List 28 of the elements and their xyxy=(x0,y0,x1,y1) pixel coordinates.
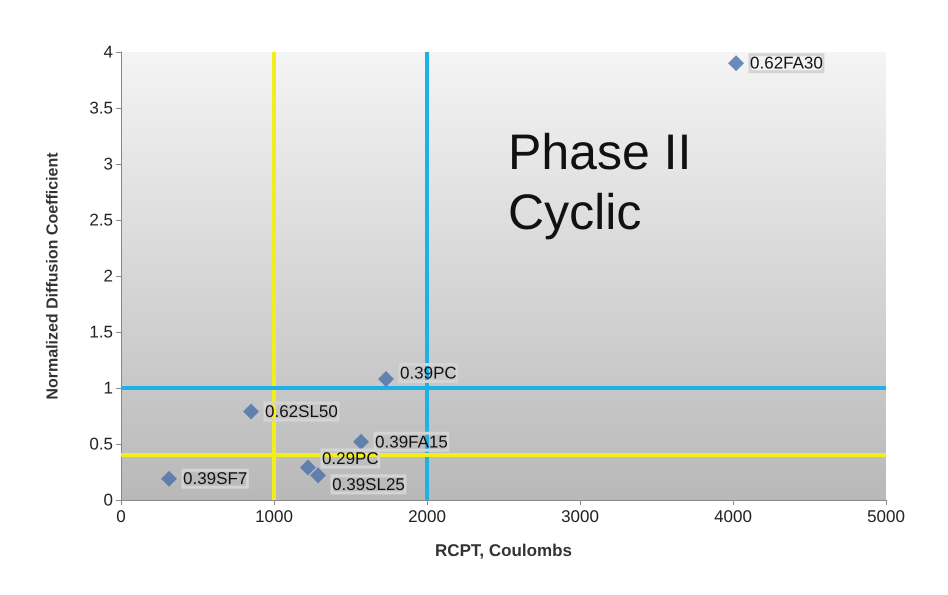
point xyxy=(728,55,744,72)
y-tick-label: 4 xyxy=(104,42,113,62)
y-tick-label: 3 xyxy=(104,154,113,174)
point xyxy=(353,434,370,450)
y-axis-title: Normalized Diffusion Coefficient xyxy=(44,152,62,400)
annotation: Phase II Cyclic xyxy=(508,124,706,240)
point xyxy=(300,460,316,476)
x-tick-label: 1000 xyxy=(255,507,293,526)
x-tick-label: 3000 xyxy=(561,507,599,526)
y-tick-label: 0 xyxy=(104,490,113,510)
x-tick-label: 0 xyxy=(116,507,126,526)
y-tick-label: 2.5 xyxy=(89,210,113,230)
point xyxy=(161,470,178,487)
annotation: 0.39SL25 xyxy=(332,474,405,494)
point xyxy=(310,467,326,484)
y-tick-label: 1.5 xyxy=(89,322,113,342)
x-tick-label: 2000 xyxy=(408,507,446,526)
point xyxy=(243,404,260,420)
point xyxy=(378,371,394,388)
y-tick-label: 0.5 xyxy=(89,434,113,454)
annotation: 0.39SF7 xyxy=(183,469,248,488)
annotation: 0.62FA30 xyxy=(750,54,823,73)
y-tick-label: 3.5 xyxy=(89,98,113,118)
x-tick-label: 4000 xyxy=(714,507,752,526)
x-tick-label: 5000 xyxy=(867,507,905,526)
y-tick-label: 2 xyxy=(104,266,113,286)
y-tick-label: 1 xyxy=(104,378,113,398)
x-axis-title: RCPT, Coulombs xyxy=(435,541,572,560)
